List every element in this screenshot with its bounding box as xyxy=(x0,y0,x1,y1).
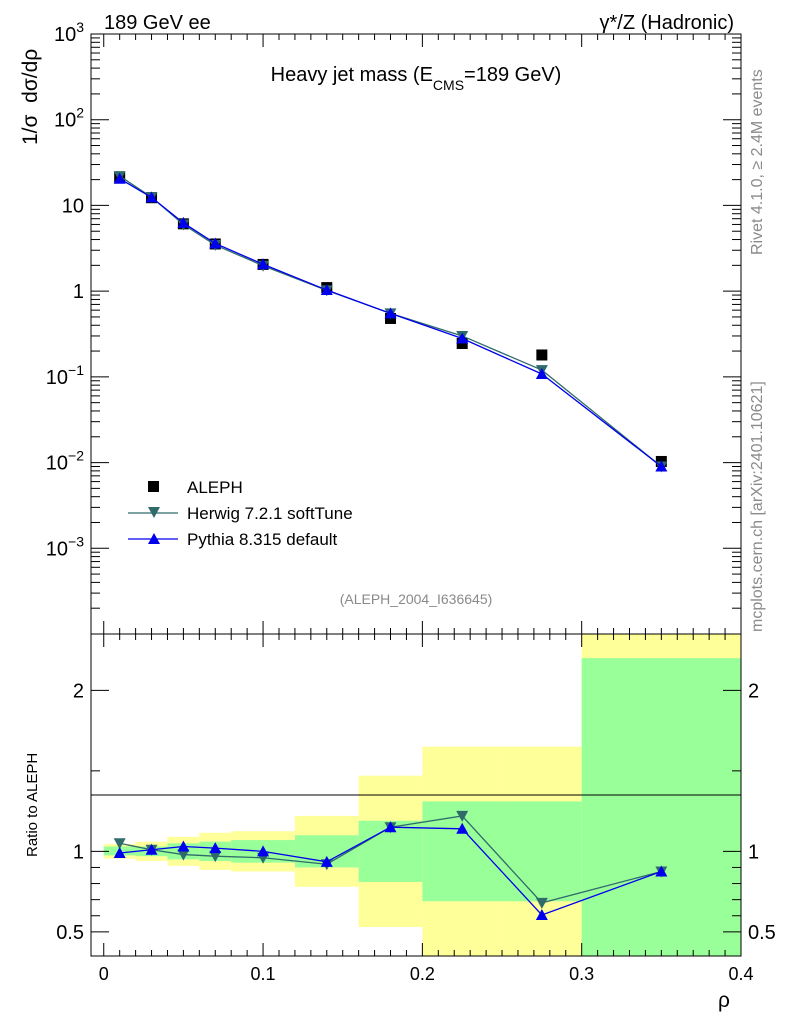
ratio-ticks: 0 0.1 0.2 0.3 0.4 0.5 0.5 1 1 2 2 xyxy=(56,634,776,984)
legend-label-aleph: ALEPH xyxy=(187,478,243,497)
y-tick-label: 102 xyxy=(54,105,84,132)
pythia-ratio-point xyxy=(655,865,668,877)
legend-label-herwig: Herwig 7.2.1 softTune xyxy=(187,504,353,523)
pythia-line xyxy=(119,178,662,468)
pythia-point xyxy=(209,237,222,249)
ratio-panel: 0 0.1 0.2 0.3 0.4 0.5 0.5 1 1 2 2 xyxy=(56,633,776,984)
legend-marker-herwig xyxy=(148,507,160,518)
chart-title: Heavy jet mass (ECMS=189 GeV) xyxy=(271,64,562,93)
pythia-ratio-point xyxy=(209,842,222,854)
main-series xyxy=(113,171,668,473)
ratio-y-tick-label-left: 0.5 xyxy=(56,922,84,944)
y-tick-label: 10−3 xyxy=(46,533,84,560)
pythia-ratio-point xyxy=(145,843,158,855)
ratio-y-tick-label-right: 0.5 xyxy=(748,922,776,944)
pythia-point xyxy=(145,191,158,203)
herwig-ratio-point xyxy=(209,851,222,863)
aleph-point xyxy=(536,349,548,361)
pythia-point xyxy=(177,216,190,228)
ratio-y-tick-label-right: 2 xyxy=(748,680,759,702)
analysis-id: (ALEPH_2004_I636645) xyxy=(340,591,493,607)
pythia-point xyxy=(456,332,469,344)
herwig-ratio-point xyxy=(535,897,548,909)
herwig-ratio-point xyxy=(177,849,190,861)
pythia-ratio-point xyxy=(456,822,469,834)
pythia-ratio-point xyxy=(535,908,548,920)
ratio-band-green xyxy=(502,801,582,902)
x-tick-label: 0 xyxy=(99,964,109,984)
y-tick-label: 10−2 xyxy=(46,448,84,475)
x-tick-label: 0.1 xyxy=(251,964,276,984)
pythia-point xyxy=(535,367,548,379)
herwig-ratio-line xyxy=(119,815,662,904)
pythia-point xyxy=(320,284,333,296)
pythia-point xyxy=(384,307,397,319)
y-tick-label: 10−1 xyxy=(46,362,84,389)
main-panel: 10−3 10−2 10−1 1 10 102 103 Heavy jet mass (EC… xyxy=(46,19,742,635)
y-tick-label: 1 xyxy=(73,281,84,303)
header-left: 189 GeV ee xyxy=(104,12,211,34)
header-right: γ*/Z (Hadronic) xyxy=(600,12,734,34)
pythia-ratio-point xyxy=(177,840,190,852)
x-axis-label: ρ xyxy=(718,989,730,1012)
ratio-band-green xyxy=(581,658,741,956)
legend-marker-pythia xyxy=(148,533,160,544)
pythia-ratio-point xyxy=(113,846,126,858)
y-tick-label: 10 xyxy=(62,195,84,217)
legend-label-pythia: Pythia 8.315 default xyxy=(187,530,338,549)
legend: ALEPH Herwig 7.2.1 softTune Pythia 8.315… xyxy=(128,478,353,549)
pythia-ratio-point xyxy=(320,855,333,867)
herwig-ratio-point xyxy=(113,838,126,850)
pythia-ratio-point xyxy=(257,845,270,857)
ratio-y-tick-label-left: 2 xyxy=(73,680,84,702)
x-tick-label: 0.4 xyxy=(728,964,753,984)
ratio-y-axis-label: Ratio to ALEPH xyxy=(24,753,41,857)
pythia-point xyxy=(257,258,270,270)
main-ticks: 10−3 10−2 10−1 1 10 102 103 xyxy=(46,19,742,635)
legend-marker-aleph xyxy=(148,481,159,492)
x-tick-label: 0.2 xyxy=(410,964,435,984)
pythia-ratio-line xyxy=(119,826,662,916)
ratio-series xyxy=(113,810,668,920)
y-axis-label: 1/σ dσ/dρ xyxy=(19,49,42,145)
herwig-ratio-point xyxy=(456,810,469,822)
x-tick-label: 0.3 xyxy=(569,964,594,984)
y-tick-label: 103 xyxy=(54,19,84,46)
ratio-y-tick-label-left: 1 xyxy=(73,841,84,863)
ratio-frame xyxy=(90,633,742,957)
pythia-point xyxy=(655,460,668,472)
pythia-ratio-point xyxy=(384,821,397,833)
pythia-point xyxy=(113,172,126,184)
ratio-y-tick-label-right: 1 xyxy=(748,841,759,863)
mcplots-reference-label: mcplots.cern.ch [arXiv:2401.10621] xyxy=(749,381,766,632)
rivet-version-label: Rivet 4.1.0, ≥ 2.4M events xyxy=(749,69,766,255)
